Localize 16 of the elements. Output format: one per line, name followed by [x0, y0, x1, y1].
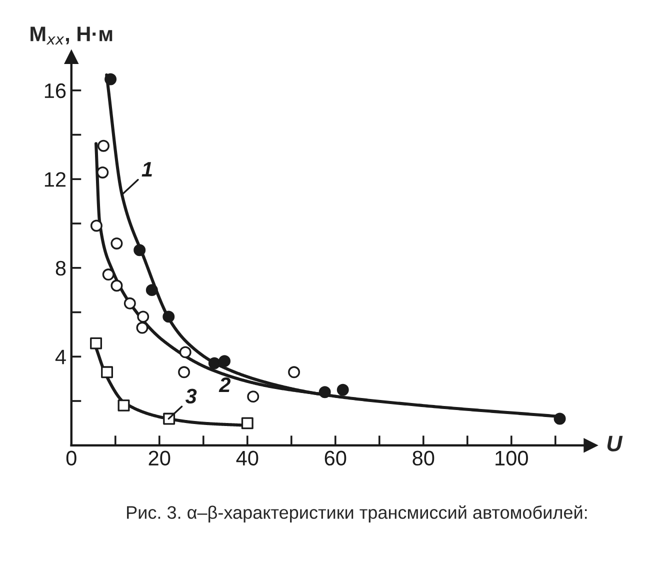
- y-tick-label: 16: [44, 83, 66, 98]
- x-tick-label: 0: [66, 450, 76, 466]
- y-axis-title: M$_{xx}$, Н·м: [30, 26, 112, 45]
- x-tick-label: 60: [324, 450, 346, 466]
- y-tick-label: 12: [44, 172, 66, 187]
- x-tick-label: 100: [496, 450, 528, 466]
- text: Рис. 3. α–β-характеристики трансмиссий автомобилей:: [127, 505, 587, 522]
- x-tick-label: 20: [148, 450, 170, 466]
- x-tick-label: 80: [412, 450, 434, 466]
- series-label: 1: [142, 162, 152, 176]
- series-label: 2: [218, 377, 231, 392]
- y-tick-label: 4: [55, 350, 66, 364]
- x-axis-title: U: [607, 436, 623, 452]
- y-tick-label: 8: [56, 260, 66, 276]
- x-tick-label: 40: [236, 450, 258, 466]
- series-label: 3: [185, 388, 197, 404]
